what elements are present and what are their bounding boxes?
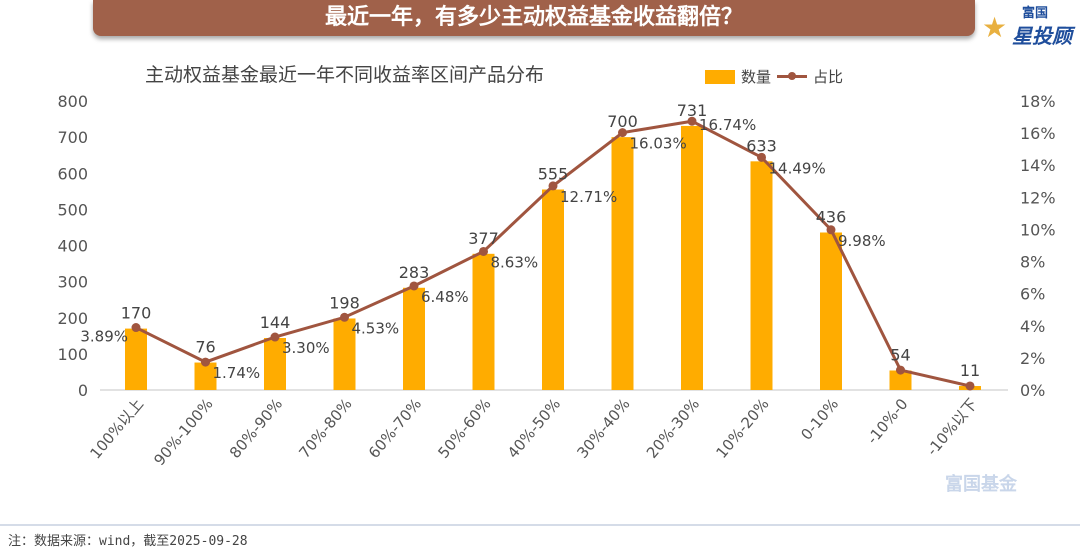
right-axis-tick: 4% (1020, 317, 1045, 336)
line-point (270, 332, 280, 342)
percent-label: 4.53% (352, 319, 400, 337)
bar (820, 232, 842, 390)
left-axis-tick: 100 (57, 345, 88, 364)
right-axis-tick: 0% (1020, 381, 1045, 400)
logo: ★ 富国 星投顾 (982, 4, 1080, 54)
line-point (479, 246, 488, 256)
bar-value-label: 170 (121, 304, 152, 323)
source-note: 注：数据来源：wind，截至2025-09-28 (8, 534, 248, 549)
bar (472, 253, 495, 390)
right-axis-tick: 16% (1020, 124, 1056, 143)
bar-value-label: 144 (260, 313, 291, 332)
logo-text-main: 星投顾 (1012, 24, 1072, 48)
right-axis-tick: 10% (1020, 220, 1056, 239)
chart-svg: 0 100 200 300 400 500 600 700 800 0% 2% 4% 6% 8% 10% 12… (57, 92, 1056, 469)
right-axis-tick: 12% (1020, 188, 1056, 207)
category-label: 80%-90% (226, 395, 286, 462)
line-point (340, 312, 349, 322)
left-axis-tick: 300 (57, 273, 88, 292)
percent-label: 3.30% (282, 339, 330, 357)
category-label: -10%以下 (923, 395, 981, 459)
legend-bar-swatch (705, 69, 735, 84)
category-label: -10%-0 (863, 395, 911, 448)
line-point (687, 116, 697, 126)
bar (264, 337, 286, 390)
bar-value-label: 700 (607, 112, 638, 131)
header-banner: 最近一年，有多少主动权益基金收益翻倍？ (93, 0, 975, 36)
left-axis-tick: 200 (57, 309, 88, 328)
right-axis-tick: 2% (1020, 349, 1045, 368)
category-label: 70%-80% (295, 395, 355, 462)
category-label: 0-10% (797, 395, 842, 444)
line-point (965, 381, 975, 391)
legend-bar-label: 数量 (741, 68, 772, 86)
bar-value-label: 76 (195, 338, 215, 357)
category-label: 90%-100% (150, 395, 216, 469)
bar-value-label: 731 (677, 101, 708, 120)
legend: 数量 占比 (705, 66, 843, 87)
percent-label: 9.98% (838, 232, 886, 250)
divider (0, 524, 1080, 526)
left-axis-tick: 600 (57, 164, 88, 183)
legend-line-swatch (777, 72, 808, 80)
line-point (826, 225, 836, 235)
category-label: 20%-30% (643, 395, 703, 462)
category-label: 60%-70% (365, 395, 425, 462)
bar (611, 137, 634, 390)
percent-label: 16.74% (699, 116, 756, 134)
line-point (409, 281, 419, 291)
percent-label: 6.48% (421, 288, 469, 306)
bar-value-label: 11 (960, 361, 980, 380)
right-axis-tick: 14% (1020, 156, 1056, 175)
bar (750, 161, 773, 390)
bar (125, 328, 147, 390)
bar-value-label: 54 (890, 345, 910, 364)
percent-label: 14.49% (769, 159, 826, 177)
bar-value-label: 555 (538, 165, 569, 184)
percent-label: 16.03% (630, 135, 687, 153)
bar-value-label: 633 (746, 136, 777, 155)
percent-label: 1.74% (213, 364, 261, 382)
category-label: 40%-50% (504, 395, 564, 462)
line-point (896, 365, 905, 375)
chart-title: 主动权益基金最近一年不同收益率区间产品分布 (145, 64, 545, 86)
bar-value-label: 283 (399, 263, 430, 282)
legend-line-label: 占比 (813, 68, 844, 86)
line-point (548, 181, 558, 191)
bar (681, 125, 703, 391)
bar-value-label: 436 (816, 207, 847, 226)
star-icon: ★ (982, 11, 1008, 44)
left-axis-tick: 700 (57, 128, 88, 147)
watermark: 富国基金 (945, 474, 1017, 495)
category-label: 30%-40% (573, 395, 633, 462)
bar (889, 370, 912, 390)
bar-value-label: 377 (468, 229, 499, 248)
bar (542, 189, 564, 390)
right-axis-tick: 18% (1020, 92, 1056, 111)
line-point (757, 152, 766, 162)
line-point (618, 128, 627, 138)
bar (194, 362, 217, 390)
logo-text-top: 富国 (1022, 6, 1049, 21)
bar (333, 318, 356, 390)
percent-label: 3.89% (80, 328, 128, 346)
left-axis-tick: 0 (78, 381, 88, 400)
left-axis-tick: 800 (57, 92, 88, 111)
category-label: 10%-20% (712, 395, 772, 462)
line-point (201, 357, 210, 367)
category-label: 50%-60% (434, 395, 494, 462)
percent-label: 12.71% (560, 188, 617, 206)
right-axis-tick: 8% (1020, 253, 1045, 272)
right-axis-tick: 6% (1020, 285, 1045, 304)
left-axis-tick: 400 (57, 237, 88, 256)
bar-value-label: 198 (329, 293, 360, 312)
percent-label: 8.63% (491, 253, 539, 271)
category-label: 100%以上 (86, 395, 147, 462)
line-point (131, 323, 141, 333)
bar (403, 287, 425, 390)
left-axis-tick: 500 (57, 200, 88, 219)
